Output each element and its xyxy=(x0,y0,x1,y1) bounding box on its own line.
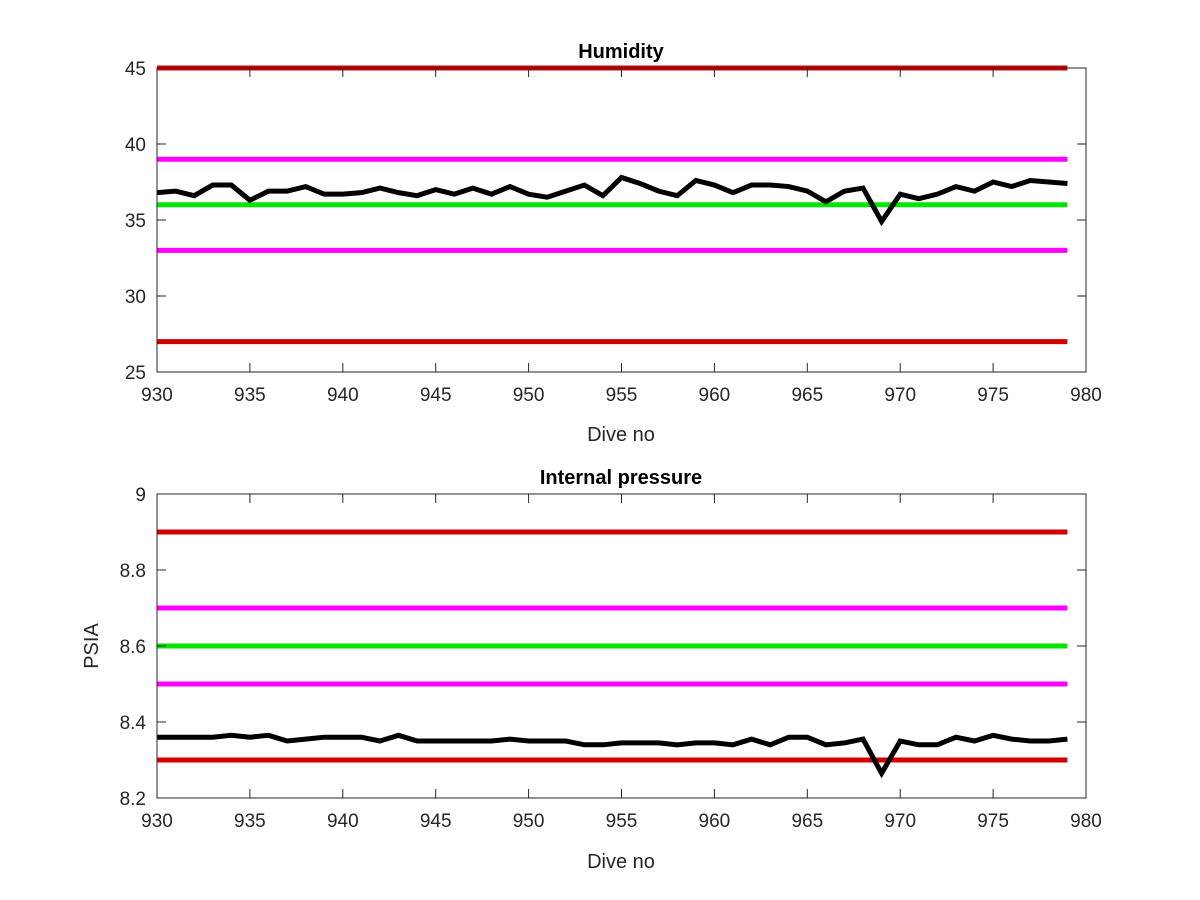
internal-pressure-x-tick-label: 960 xyxy=(699,811,731,832)
humidity-x-tick-label: 965 xyxy=(791,385,823,406)
humidity-y-tick-label: 45 xyxy=(125,59,146,80)
humidity-x-tick-label: 955 xyxy=(606,385,638,406)
humidity-plot-background xyxy=(157,68,1086,372)
internal-pressure-x-tick-label: 950 xyxy=(513,811,545,832)
humidity-x-tick-label: 950 xyxy=(513,385,545,406)
internal-pressure-y-tick-label: 8.4 xyxy=(120,713,147,734)
internal-pressure-plot-area xyxy=(156,493,1087,799)
internal-pressure-x-tick-label: 945 xyxy=(420,811,452,832)
humidity-y-tick-label: 30 xyxy=(125,287,146,308)
internal-pressure-x-tick-label: 980 xyxy=(1070,811,1102,832)
internal-pressure-x-tick-label: 965 xyxy=(791,811,823,832)
humidity-axes: Humidity 930 935 940 945 950 955 960 965 970 975 9… xyxy=(125,41,1102,446)
internal-pressure-x-tick-label: 940 xyxy=(327,811,359,832)
humidity-x-tick-label: 935 xyxy=(234,385,266,406)
internal-pressure-y-tick-label: 8.8 xyxy=(120,561,146,582)
internal-pressure-y-axis-label: PSIA xyxy=(81,623,103,669)
internal-pressure-x-tick-label: 955 xyxy=(606,811,638,832)
internal-pressure-series-line-0 xyxy=(157,732,1068,779)
internal-pressure-x-ticks: 930 935 940 945 950 955 960 965 970 975 980 xyxy=(141,494,1102,832)
humidity-x-tick-label: 975 xyxy=(977,385,1009,406)
internal-pressure-y-ticks: 8.2 8.4 8.6 8.8 9 xyxy=(120,485,1086,810)
humidity-x-axis-label: Dive no xyxy=(587,424,655,446)
internal-pressure-x-tick-label: 975 xyxy=(977,811,1009,832)
humidity-x-tick-label: 980 xyxy=(1070,385,1102,406)
humidity-title: Humidity xyxy=(578,41,664,63)
humidity-x-tick-label: 960 xyxy=(699,385,731,406)
internal-pressure-title: Internal pressure xyxy=(540,467,702,489)
humidity-y-tick-label: 25 xyxy=(125,363,146,384)
humidity-x-tick-label: 945 xyxy=(420,385,452,406)
internal-pressure-reference-lines xyxy=(157,529,1068,763)
humidity-x-ticks: 930 935 940 945 950 955 960 965 970 975 980 xyxy=(141,68,1102,406)
internal-pressure-x-tick-label: 930 xyxy=(141,811,173,832)
humidity-y-tick-label: 35 xyxy=(125,211,146,232)
internal-pressure-y-tick-label: 9 xyxy=(135,485,146,506)
humidity-x-tick-label: 970 xyxy=(884,385,916,406)
humidity-plot-area xyxy=(156,65,1087,373)
internal-pressure-x-tick-label: 970 xyxy=(884,811,916,832)
humidity-y-ticks: 25 30 35 40 45 xyxy=(125,59,1086,384)
internal-pressure-y-tick-label: 8.6 xyxy=(120,637,146,658)
humidity-x-tick-label: 940 xyxy=(327,385,359,406)
humidity-x-tick-label: 930 xyxy=(141,385,173,406)
humidity-y-tick-label: 40 xyxy=(125,135,146,156)
internal-pressure-y-tick-label: 8.2 xyxy=(120,789,146,810)
humidity-series-line-0 xyxy=(156,174,1068,227)
internal-pressure-x-tick-label: 935 xyxy=(234,811,266,832)
internal-pressure-x-axis-label: Dive no xyxy=(587,851,655,873)
humidity-series-group xyxy=(156,174,1068,227)
internal-pressure-axes: Internal pressure 930 935 940 945 950 955 960 9… xyxy=(81,467,1102,873)
internal-pressure-series-group xyxy=(157,732,1068,779)
